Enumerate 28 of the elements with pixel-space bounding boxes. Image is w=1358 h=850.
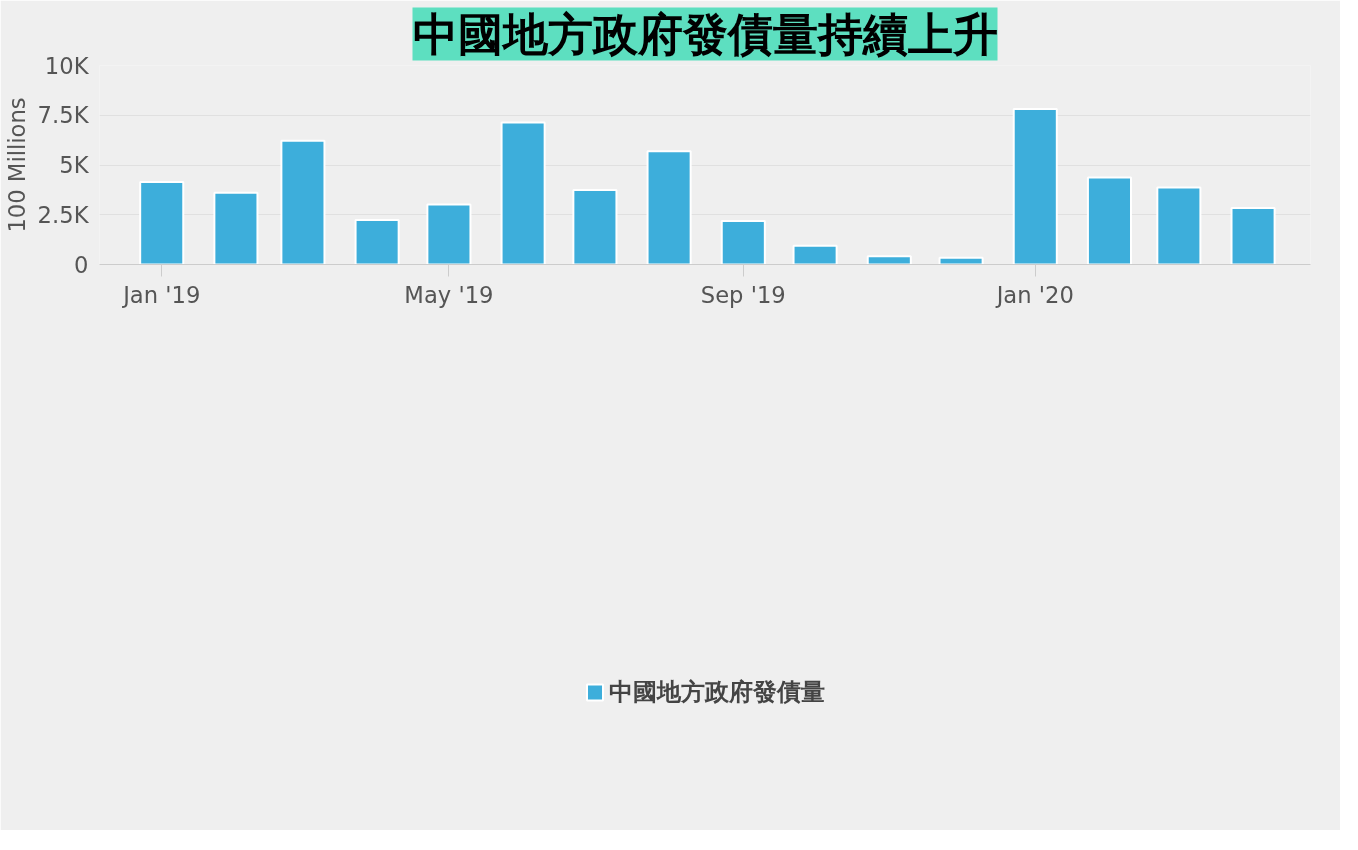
x-tick-label: Jan '19 (121, 281, 201, 308)
legend-label: 中國地方政府發債量 (609, 677, 825, 708)
bar (426, 203, 472, 265)
bar (938, 256, 984, 265)
bar (1230, 206, 1276, 265)
y-tick-label: 2.5K (37, 201, 90, 228)
bar (646, 150, 692, 265)
x-tick-label: May '19 (404, 281, 494, 308)
bar (1012, 107, 1058, 265)
y-axis-title: 100 Millions (3, 97, 30, 233)
bar (572, 189, 618, 265)
bar (280, 139, 326, 265)
chart-title: 中國地方政府發債量持續上升 (412, 7, 998, 61)
bar (500, 121, 546, 265)
y-tick-label: 10K (44, 52, 90, 79)
y-tick-label: 0 (74, 251, 89, 278)
bar (139, 181, 185, 265)
bar (792, 244, 838, 265)
bar (866, 255, 912, 265)
bar (354, 219, 400, 265)
x-tick-label: Sep '19 (700, 281, 786, 308)
x-tick-label: Jan '20 (994, 281, 1074, 308)
bar (720, 219, 766, 265)
y-tick-label: 5K (59, 152, 90, 178)
bar (1156, 186, 1202, 265)
bar (1086, 176, 1132, 265)
y-tick-label: 7.5K (37, 102, 90, 129)
bar (213, 191, 259, 265)
